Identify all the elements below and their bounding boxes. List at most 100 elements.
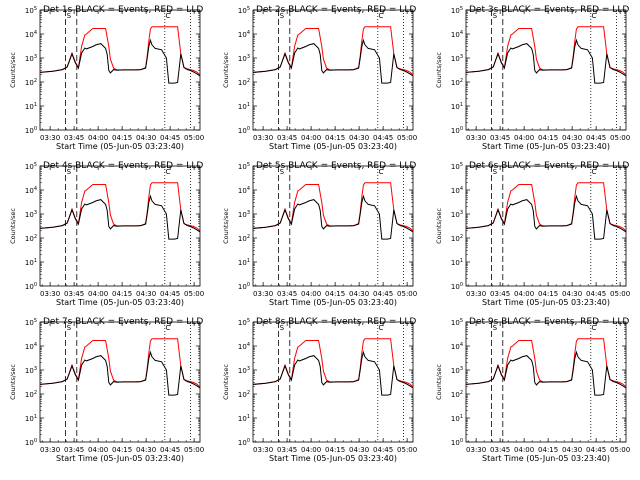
- detector-panel-6: Det 6s BLACK = Events, RED = LLD10010110…: [435, 161, 630, 307]
- series-line-events: [39, 38, 201, 84]
- x-tick-label: 05:00: [397, 290, 417, 298]
- x-tick-label: 03:30: [466, 446, 486, 454]
- y-tick-label: 100: [238, 126, 250, 135]
- x-tick-label: 04:30: [349, 290, 369, 298]
- annotation-marker-c: C: [166, 168, 171, 176]
- y-tick-label: 102: [25, 390, 37, 399]
- x-tick-label: 03:45: [277, 446, 297, 454]
- y-tick-label: 101: [238, 258, 250, 267]
- y-tick-label: 101: [451, 258, 463, 267]
- x-axis-label: Start Time (05-Jun-05 03:23:40): [482, 454, 610, 463]
- annotation-marker-c: C: [379, 168, 384, 176]
- y-tick-label: 105: [451, 162, 463, 171]
- x-tick-label: 04:15: [325, 134, 345, 142]
- series-line-lld: [39, 182, 201, 232]
- x-tick-label: 04:30: [136, 290, 156, 298]
- y-tick-label: 105: [25, 318, 37, 327]
- plot-frame: [465, 321, 627, 443]
- y-tick-label: 102: [238, 390, 250, 399]
- detector-panel-8: Det 8s BLACK = Events, RED = LLD10010110…: [222, 317, 417, 463]
- y-tick-label: 105: [25, 162, 37, 171]
- series-line-events: [465, 38, 627, 84]
- x-tick-label: 03:30: [40, 446, 60, 454]
- y-tick-label: 103: [25, 54, 37, 63]
- y-tick-label: 101: [25, 102, 37, 111]
- x-axis-label: Start Time (05-Jun-05 03:23:40): [269, 454, 397, 463]
- x-tick-label: 03:30: [253, 290, 273, 298]
- x-tick-label: 05:00: [610, 134, 630, 142]
- plot-frame: [465, 9, 627, 131]
- y-tick-label: 103: [238, 210, 250, 219]
- x-tick-label: 03:30: [40, 290, 60, 298]
- series-line-events: [465, 194, 627, 240]
- x-tick-label: 03:45: [64, 134, 84, 142]
- y-tick-label: 103: [238, 366, 250, 375]
- x-tick-label: 04:15: [325, 290, 345, 298]
- series-line-events: [39, 194, 201, 240]
- y-tick-label: 100: [451, 282, 463, 291]
- annotation-marker-c: C: [166, 12, 171, 20]
- x-tick-label: 04:15: [325, 446, 345, 454]
- x-tick-label: 04:45: [373, 446, 393, 454]
- y-tick-label: 103: [451, 210, 463, 219]
- x-tick-label: 03:45: [490, 290, 510, 298]
- x-tick-label: 04:45: [160, 134, 180, 142]
- x-tick-label: 05:00: [610, 290, 630, 298]
- x-tick-label: 04:00: [301, 290, 321, 298]
- annotation-marker-s: S: [493, 168, 498, 176]
- x-tick-label: 04:30: [349, 134, 369, 142]
- y-tick-label: 104: [25, 30, 37, 39]
- detector-panel-7: Det 7s BLACK = Events, RED = LLD10010110…: [9, 317, 204, 463]
- annotation-marker-c: C: [166, 324, 171, 332]
- y-axis-label: Counts/sec: [435, 52, 443, 88]
- plot-frame: [465, 165, 627, 287]
- y-tick-label: 104: [238, 342, 250, 351]
- x-tick-label: 05:00: [397, 446, 417, 454]
- x-axis-label: Start Time (05-Jun-05 03:23:40): [482, 298, 610, 307]
- x-tick-label: 04:45: [373, 290, 393, 298]
- x-tick-label: 05:00: [184, 134, 204, 142]
- x-tick-label: 04:15: [538, 446, 558, 454]
- annotation-marker-c: C: [379, 324, 384, 332]
- series-line-events: [252, 38, 414, 84]
- y-tick-label: 104: [451, 186, 463, 195]
- x-tick-label: 04:15: [112, 446, 132, 454]
- annotation-marker-s: S: [280, 168, 285, 176]
- x-axis-label: Start Time (05-Jun-05 03:23:40): [56, 454, 184, 463]
- plot-frame: [39, 165, 201, 287]
- x-tick-label: 03:30: [466, 134, 486, 142]
- x-tick-label: 04:30: [136, 134, 156, 142]
- y-tick-label: 102: [451, 78, 463, 87]
- x-tick-label: 04:15: [112, 134, 132, 142]
- annotation-marker-s: S: [280, 324, 285, 332]
- y-tick-label: 102: [451, 390, 463, 399]
- annotation-marker-s: S: [493, 324, 498, 332]
- annotation-marker-c: C: [592, 324, 597, 332]
- plot-frame: [252, 9, 414, 131]
- x-tick-label: 04:00: [514, 446, 534, 454]
- annotation-marker-c: C: [592, 12, 597, 20]
- x-tick-label: 03:45: [277, 290, 297, 298]
- detector-panel-3: Det 3s BLACK = Events, RED = LLD10010110…: [435, 5, 630, 151]
- y-axis-label: Counts/sec: [222, 52, 230, 88]
- y-axis-label: Counts/sec: [9, 52, 17, 88]
- y-tick-label: 102: [451, 234, 463, 243]
- x-tick-label: 03:45: [490, 446, 510, 454]
- y-tick-label: 100: [25, 126, 37, 135]
- y-tick-label: 100: [451, 126, 463, 135]
- plot-frame: [39, 321, 201, 443]
- x-tick-label: 04:00: [514, 134, 534, 142]
- x-tick-label: 04:45: [586, 446, 606, 454]
- y-tick-label: 100: [238, 282, 250, 291]
- y-tick-label: 103: [451, 366, 463, 375]
- y-tick-label: 104: [25, 342, 37, 351]
- x-tick-label: 03:45: [490, 134, 510, 142]
- y-tick-label: 104: [451, 30, 463, 39]
- x-axis-label: Start Time (05-Jun-05 03:23:40): [56, 142, 184, 151]
- y-tick-label: 102: [238, 234, 250, 243]
- y-tick-label: 105: [238, 6, 250, 15]
- y-tick-label: 101: [451, 102, 463, 111]
- x-axis-label: Start Time (05-Jun-05 03:23:40): [482, 142, 610, 151]
- y-tick-label: 101: [451, 414, 463, 423]
